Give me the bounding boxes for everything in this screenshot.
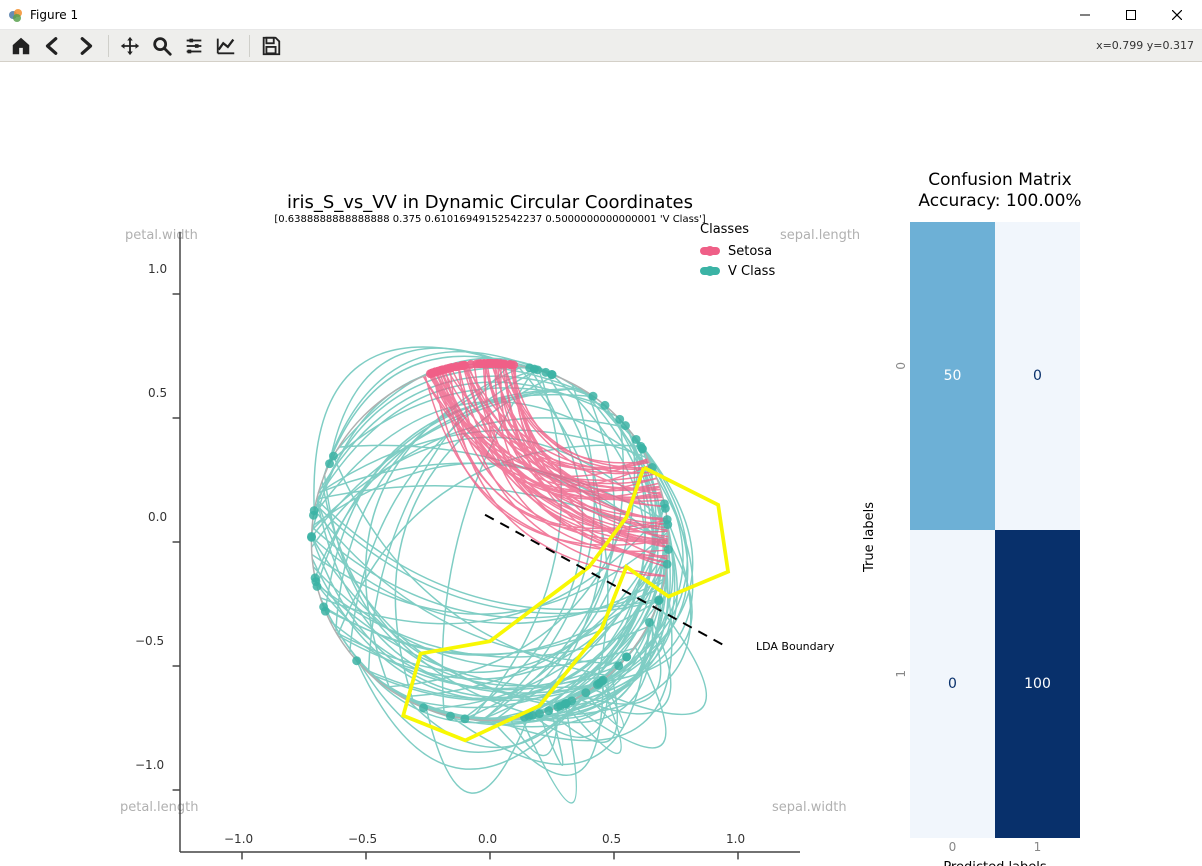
- cm-ytick: 1: [894, 670, 908, 678]
- close-button[interactable]: [1154, 0, 1200, 30]
- cm-cell-0-1: 0: [995, 222, 1080, 530]
- cm-ytick: 0: [894, 362, 908, 370]
- cm-title-line2: Accuracy: 100.00%: [918, 191, 1081, 211]
- app-icon: [8, 7, 24, 23]
- cm-cell-1-0: 0: [910, 530, 995, 838]
- cm-xlabel: Predicted labels: [910, 860, 1080, 866]
- back-icon[interactable]: [38, 32, 68, 60]
- cm-title-line1: Confusion Matrix: [928, 170, 1072, 190]
- figure-canvas[interactable]: iris_S_vs_VV in Dynamic Circular Coordin…: [0, 62, 1202, 866]
- coord-readout: x=0.799 y=0.317: [1096, 39, 1194, 52]
- maximize-button[interactable]: [1108, 0, 1154, 30]
- ytick-label: −0.5: [135, 634, 164, 648]
- window-title: Figure 1: [30, 8, 78, 22]
- pan-icon[interactable]: [115, 32, 145, 60]
- configure-subplots-icon[interactable]: [179, 32, 209, 60]
- cm-cell-0-0: 50: [910, 222, 995, 530]
- window-titlebar: Figure 1: [0, 0, 1202, 30]
- forward-icon[interactable]: [70, 32, 100, 60]
- home-icon[interactable]: [6, 32, 36, 60]
- save-icon[interactable]: [256, 32, 286, 60]
- matplotlib-toolbar: x=0.799 y=0.317: [0, 30, 1202, 62]
- cm-xtick: 1: [995, 840, 1080, 854]
- ytick-label: 0.5: [148, 386, 167, 400]
- toolbar-separator: [108, 35, 109, 57]
- minimize-button[interactable]: [1062, 0, 1108, 30]
- plot-title: iris_S_vs_VV in Dynamic Circular Coordin…: [180, 192, 800, 213]
- ytick-label: −1.0: [135, 758, 164, 772]
- confusion-matrix-title: Confusion Matrix Accuracy: 100.00%: [900, 170, 1100, 213]
- confusion-matrix: 50 0 0 100: [910, 222, 1080, 838]
- toolbar-separator: [249, 35, 250, 57]
- zoom-icon[interactable]: [147, 32, 177, 60]
- ytick-label: 0.0: [148, 510, 167, 524]
- ytick-label: 1.0: [148, 262, 167, 276]
- cm-ylabel: True labels: [862, 502, 877, 572]
- circular-coordinates-plot: [180, 232, 800, 852]
- cm-cell-1-1: 100: [995, 530, 1080, 838]
- edit-axes-icon[interactable]: [211, 32, 241, 60]
- cm-xtick: 0: [910, 840, 995, 854]
